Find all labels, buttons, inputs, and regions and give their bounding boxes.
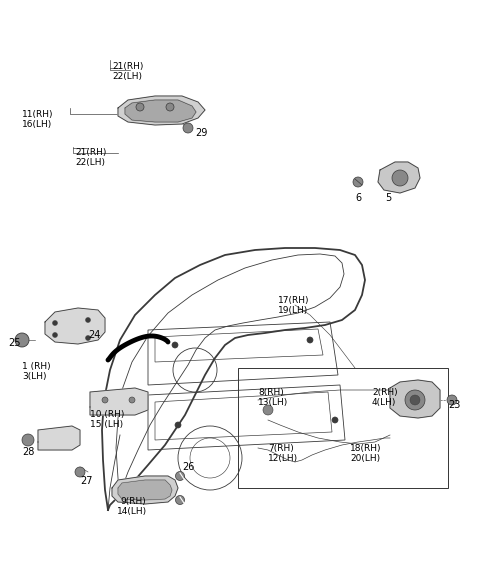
Circle shape xyxy=(176,495,184,504)
Circle shape xyxy=(175,422,181,428)
Text: 25: 25 xyxy=(8,338,21,348)
Text: 9(RH): 9(RH) xyxy=(120,497,146,506)
Polygon shape xyxy=(45,308,105,344)
Polygon shape xyxy=(378,162,420,193)
Text: 23: 23 xyxy=(448,400,460,410)
Text: 1 (RH): 1 (RH) xyxy=(22,362,50,371)
Text: 3(LH): 3(LH) xyxy=(22,372,47,381)
Text: 10 (RH): 10 (RH) xyxy=(90,410,124,419)
Text: 7(RH): 7(RH) xyxy=(268,444,294,453)
Text: 26: 26 xyxy=(182,462,194,472)
Circle shape xyxy=(332,417,338,423)
Text: 24: 24 xyxy=(88,330,100,340)
Circle shape xyxy=(129,397,135,403)
Circle shape xyxy=(85,318,91,323)
Text: 19(LH): 19(LH) xyxy=(278,306,308,315)
Polygon shape xyxy=(118,96,205,125)
Text: 22(LH): 22(LH) xyxy=(112,72,142,81)
Text: 4(LH): 4(LH) xyxy=(372,398,396,407)
Circle shape xyxy=(405,390,425,410)
Polygon shape xyxy=(38,426,80,450)
Circle shape xyxy=(172,342,178,348)
Circle shape xyxy=(176,471,184,480)
Text: 5: 5 xyxy=(385,193,391,203)
Text: 27: 27 xyxy=(80,476,93,486)
Circle shape xyxy=(22,434,34,446)
Text: 21(RH): 21(RH) xyxy=(75,148,107,157)
Circle shape xyxy=(447,395,457,405)
Text: 28: 28 xyxy=(22,447,35,457)
Text: 16(LH): 16(LH) xyxy=(22,120,52,129)
Circle shape xyxy=(410,395,420,405)
Circle shape xyxy=(75,467,85,477)
Polygon shape xyxy=(390,380,440,418)
Text: 12(LH): 12(LH) xyxy=(268,454,298,463)
Text: 22(LH): 22(LH) xyxy=(75,158,105,167)
Text: 11(RH): 11(RH) xyxy=(22,110,53,119)
Circle shape xyxy=(15,333,29,347)
Polygon shape xyxy=(112,476,178,504)
Circle shape xyxy=(52,320,58,325)
Text: 15 (LH): 15 (LH) xyxy=(90,420,123,429)
Text: 2(RH): 2(RH) xyxy=(372,388,397,397)
Circle shape xyxy=(307,337,313,343)
Polygon shape xyxy=(118,480,172,500)
Circle shape xyxy=(166,103,174,111)
Circle shape xyxy=(52,333,58,337)
Text: 8(RH): 8(RH) xyxy=(258,388,284,397)
Bar xyxy=(238,368,448,488)
Text: 20(LH): 20(LH) xyxy=(350,454,380,463)
Circle shape xyxy=(85,336,91,341)
Circle shape xyxy=(263,405,273,415)
Circle shape xyxy=(353,177,363,187)
Text: 14(LH): 14(LH) xyxy=(117,507,147,516)
Text: 18(RH): 18(RH) xyxy=(350,444,382,453)
Circle shape xyxy=(183,123,193,133)
Circle shape xyxy=(136,103,144,111)
Text: 29: 29 xyxy=(195,128,207,138)
Circle shape xyxy=(102,397,108,403)
Text: 13(LH): 13(LH) xyxy=(258,398,288,407)
Text: 21(RH): 21(RH) xyxy=(112,62,144,71)
Circle shape xyxy=(392,170,408,186)
Text: 6: 6 xyxy=(355,193,361,203)
Text: 17(RH): 17(RH) xyxy=(278,296,310,305)
Polygon shape xyxy=(90,388,148,415)
Polygon shape xyxy=(125,100,196,122)
